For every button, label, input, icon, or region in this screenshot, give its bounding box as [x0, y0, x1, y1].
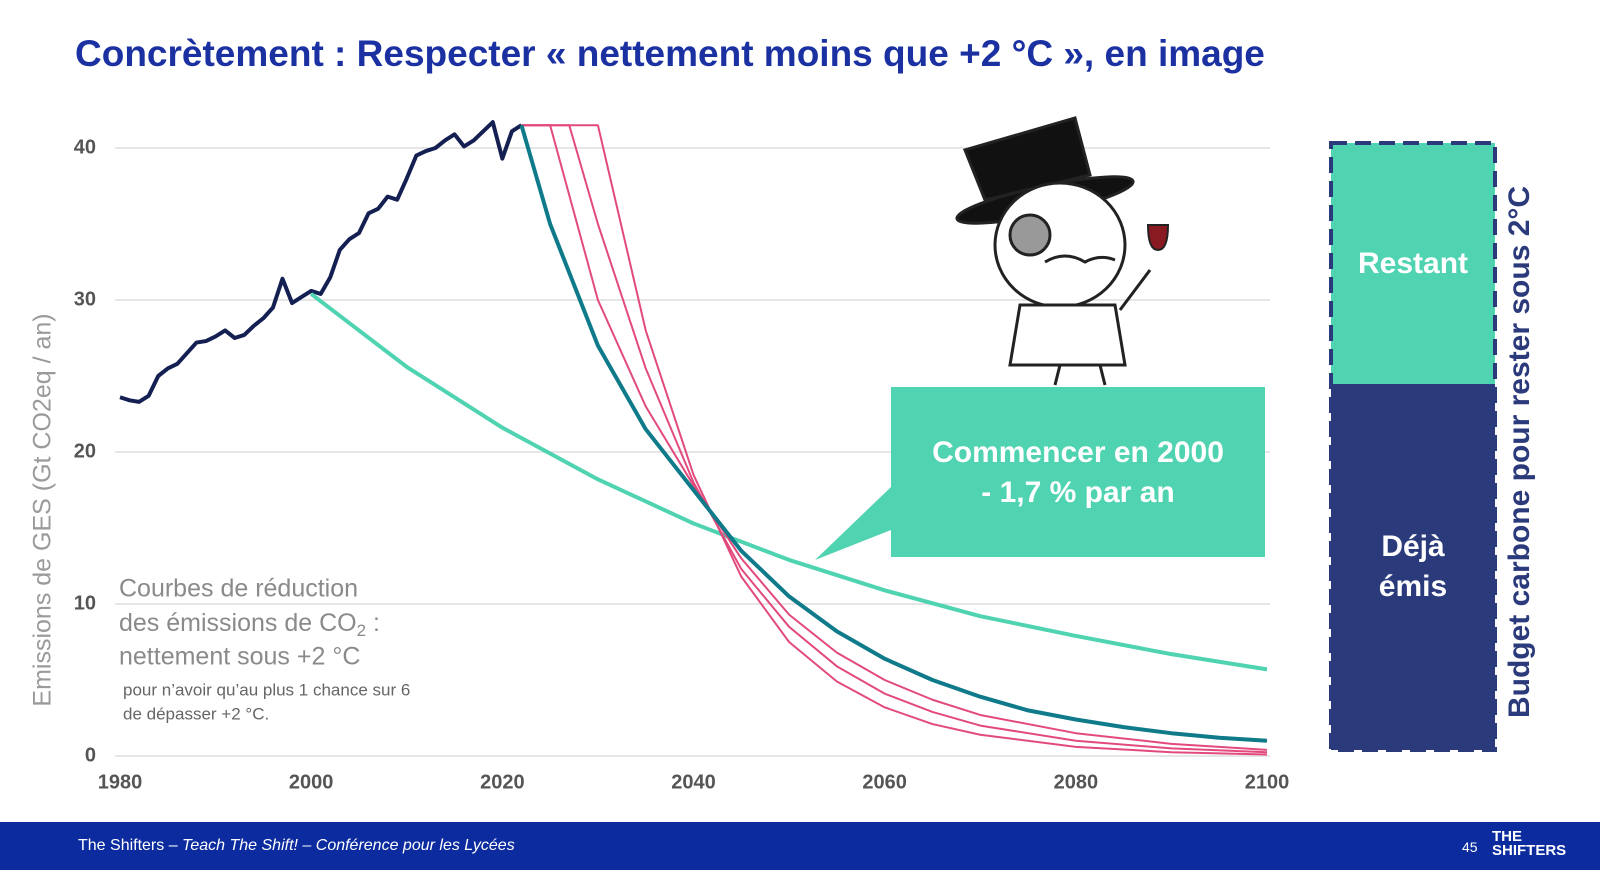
x-tick-label: 2020 [480, 771, 525, 793]
footer-part: The Shifters – [78, 837, 183, 854]
note: Courbes de réduction des émissions de CO… [119, 575, 410, 724]
arm [1118, 269, 1152, 311]
footer-text: The Shifters – Teach The Shift! – Confér… [78, 837, 515, 855]
series-line [119, 120, 523, 404]
y-tick-label: 30 [74, 288, 96, 310]
note-small: de dépasser +2 °C. [123, 704, 269, 723]
budget-top: Restant [1358, 247, 1468, 280]
footer: The Shifters – Teach The Shift! – Confér… [0, 822, 1600, 870]
callout: Commencer en 2000 - 1,7 % par an [815, 387, 1265, 560]
y-tick-label: 20 [74, 440, 96, 462]
series-line [521, 124, 1268, 756]
footer-part: Teach The Shift! – Conférence pour les L… [182, 837, 515, 854]
budget-bottom: Déjà [1381, 530, 1445, 563]
x-tick-label: 2080 [1054, 771, 1099, 793]
note-line: des émissions de CO2 : [119, 609, 380, 641]
budget-label: Budget carbone pour rester sous 2°C [1503, 186, 1536, 718]
x-tick-label: 1980 [98, 771, 143, 793]
logo: THE SHIFTERS [1492, 828, 1567, 859]
note-line: nettement sous +2 °C [119, 643, 360, 671]
note-sub: 2 [357, 621, 366, 640]
callout-text: Commencer en 2000 [932, 436, 1224, 469]
lines [119, 120, 1268, 756]
x-tick-label: 2100 [1245, 771, 1290, 793]
note-text: des émissions de CO [119, 609, 357, 637]
budget-border [1329, 141, 1497, 752]
legs [1053, 364, 1107, 386]
hat [962, 116, 1092, 202]
y-tick-label: 40 [74, 136, 96, 158]
y-axis-label: Emissions de GES (Gt CO2eq / an) [29, 313, 57, 706]
callout-pointer [815, 487, 891, 560]
y-tick-label: 10 [74, 592, 96, 614]
callout-text: - 1,7 % par an [981, 476, 1174, 509]
note-text: : [366, 609, 380, 637]
series-line [309, 292, 1268, 672]
x-tick-label: 2000 [289, 771, 334, 793]
callout-box [891, 387, 1265, 557]
logo-line: SHIFTERS [1492, 842, 1567, 859]
grid: 0 10 20 30 40 1980 2000 2020 2040 2060 2080 2100 [74, 136, 1290, 793]
y-tick-label: 0 [85, 744, 96, 766]
character [955, 116, 1170, 386]
budget-emitted [1331, 384, 1495, 750]
x-tick-label: 2040 [671, 771, 716, 793]
series-line [521, 124, 1268, 751]
moustache [1044, 254, 1116, 264]
x-tick-label: 2060 [862, 771, 907, 793]
body [1008, 303, 1127, 367]
slide-title: Concrètement : Respecter « nettement moi… [75, 33, 1265, 74]
budget-remaining [1331, 143, 1495, 384]
monocle [1008, 213, 1052, 257]
budget-bottom: émis [1379, 570, 1447, 603]
note-line: Courbes de réduction [119, 575, 358, 603]
page-number: 45 [1462, 839, 1478, 855]
series-line [521, 124, 1268, 754]
glass [1146, 224, 1170, 252]
logo-line: THE [1492, 828, 1522, 845]
series-line [519, 124, 1268, 743]
budget: Restant Déjà émis Budget carbone pour re… [1329, 141, 1536, 752]
note-small: pour n’avoir qu’au plus 1 chance sur 6 [123, 680, 410, 699]
